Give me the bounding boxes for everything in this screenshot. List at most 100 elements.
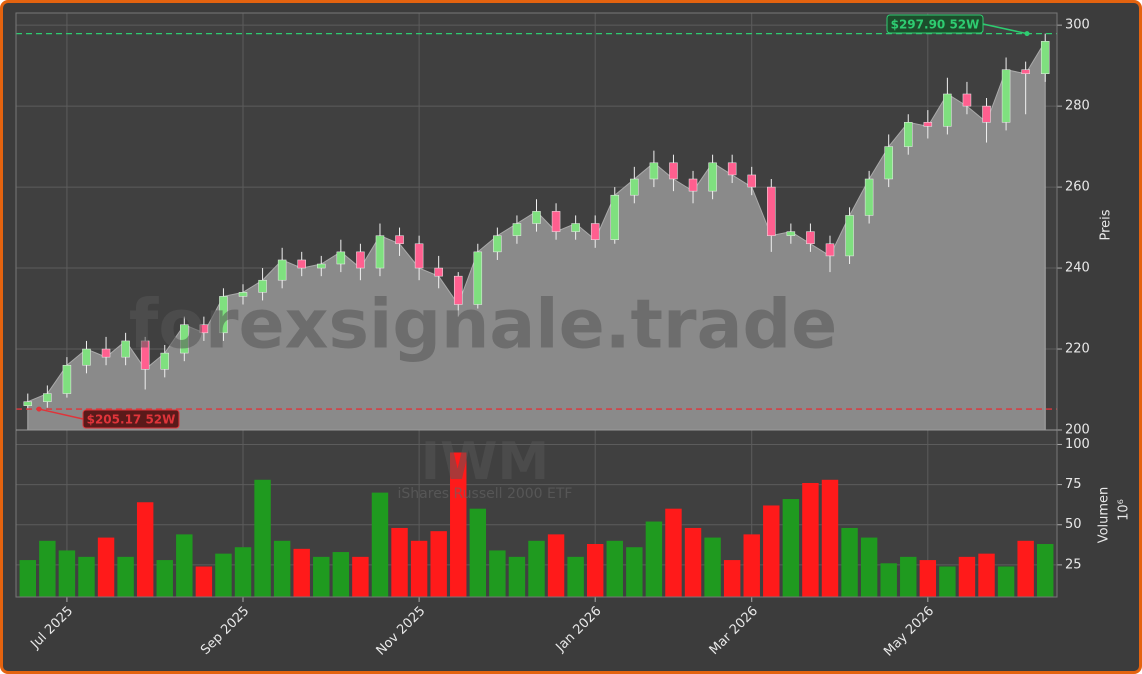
volume-bar (665, 508, 682, 597)
volume-bar (684, 527, 702, 597)
candle-body (590, 223, 600, 240)
candle-body (453, 275, 463, 305)
candle-body (101, 348, 111, 358)
volume-bar (567, 556, 584, 597)
y-tick-label: 25 (1065, 557, 1082, 572)
candle-body (43, 393, 52, 402)
candle-body (395, 235, 404, 245)
volume-bar (78, 556, 95, 597)
candle-body (884, 146, 893, 180)
candle-body (356, 251, 365, 269)
x-tick-label: Nov 2025 (374, 604, 429, 659)
annotation-arrow (38, 408, 84, 420)
volume-bar (371, 492, 389, 597)
volume-bar (430, 531, 447, 597)
y-tick-label: 220 (1065, 342, 1090, 357)
volume-bar (547, 534, 565, 597)
candle-body (23, 401, 33, 406)
candle-body (1001, 69, 1011, 123)
volume-bar (410, 540, 428, 597)
candle-body (962, 93, 972, 107)
annotation-arrow-head (36, 406, 42, 412)
y-tick-label: 100 (1065, 437, 1090, 452)
volume-bar (391, 527, 408, 597)
volume-bar (195, 566, 213, 597)
candle-body (219, 296, 228, 334)
x-tick-label: May 2026 (881, 604, 937, 660)
candle-body (62, 364, 72, 394)
volume-bar (273, 540, 291, 597)
volume-bar (860, 537, 878, 597)
candle-body (493, 235, 502, 253)
volume-bar (332, 552, 350, 597)
annotation-arrow-head (1024, 31, 1030, 37)
volume-bar (19, 560, 37, 597)
x-tick-label: Jan 2026 (553, 604, 605, 656)
candle-body (551, 211, 561, 232)
y-axis-scale: 10⁶ (1117, 499, 1132, 521)
y-tick-label: 280 (1065, 99, 1090, 114)
y-tick-label: 300 (1065, 18, 1090, 33)
watermark-symbol: IWM (421, 432, 549, 492)
x-tick-label: Sep 2025 (198, 604, 252, 658)
candle-body (1040, 41, 1050, 74)
volume-bar (802, 482, 819, 597)
candle-body (864, 178, 874, 216)
volume-bar (215, 553, 232, 597)
candle-body (571, 223, 580, 232)
volume-bar (743, 534, 760, 597)
annotation-arrow (982, 23, 1028, 35)
watermark-name: iShares Russell 2000 ETF (398, 486, 573, 502)
marks (19, 33, 1054, 597)
volume-bar (723, 560, 741, 597)
candle-body (727, 162, 737, 176)
candle-body (317, 263, 326, 269)
volume-bar (254, 479, 271, 597)
candle-body (532, 211, 541, 224)
volume-bar (997, 566, 1015, 597)
volume-bar (645, 521, 663, 597)
candle-body (982, 105, 991, 123)
volume-bar (880, 563, 897, 597)
volume-bar (117, 556, 134, 597)
candle-body (630, 178, 639, 196)
volume-bar (469, 508, 487, 597)
candle-body (1021, 69, 1030, 74)
x-tick-label: Jul 2025 (27, 604, 76, 653)
candle-body (375, 235, 385, 269)
volume-bar (900, 556, 917, 597)
candle-body (199, 324, 209, 334)
y-tick-label: 260 (1065, 180, 1090, 195)
chart: forexsignale.trade IWM iShares Russell 2… (15, 12, 1132, 660)
volume-bar (528, 540, 545, 597)
volume-bar (958, 556, 976, 597)
x-tick-label: Mar 2026 (707, 604, 761, 658)
candle-body (786, 231, 796, 236)
volume-bar (821, 479, 839, 597)
y-axis-label: Preis (1099, 209, 1114, 240)
candle-body (845, 215, 854, 257)
volume-bar (1017, 540, 1034, 597)
volume-bar (313, 556, 330, 597)
candle-body (277, 259, 287, 281)
candle-body (414, 243, 424, 269)
volume-bar (606, 540, 623, 597)
candle-body (82, 348, 91, 366)
candle-body (610, 194, 620, 240)
volume-bar (136, 502, 154, 597)
candle-body (258, 279, 267, 293)
candle-body (688, 178, 698, 192)
y-tick-label: 240 (1065, 261, 1090, 276)
candle-body (825, 243, 835, 257)
candle-body (180, 324, 189, 354)
plot-border (15, 12, 1058, 598)
candle-body (649, 162, 659, 180)
annotation-label: $297.90 52W (891, 18, 980, 32)
candle-body (747, 174, 756, 188)
candle-body (904, 122, 913, 147)
volume-bar (782, 499, 800, 597)
volume-bar (508, 556, 526, 597)
volume-bar (626, 547, 643, 597)
volume-bar (39, 540, 56, 597)
